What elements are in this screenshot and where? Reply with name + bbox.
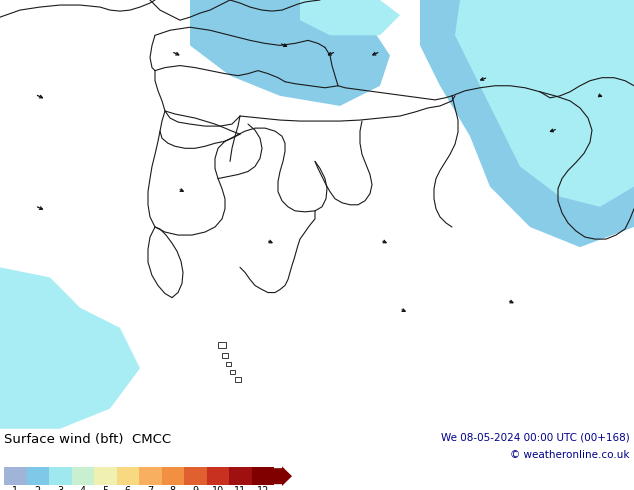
Text: 11: 11 — [234, 486, 247, 490]
Polygon shape — [300, 0, 400, 35]
Bar — [162, 467, 184, 485]
Text: 12: 12 — [257, 486, 269, 490]
Polygon shape — [420, 0, 634, 247]
Text: 7: 7 — [147, 486, 153, 490]
Bar — [72, 467, 94, 485]
Text: 5: 5 — [102, 486, 108, 490]
Bar — [229, 467, 252, 485]
Bar — [94, 467, 117, 485]
FancyArrow shape — [274, 466, 292, 486]
Text: We 08-05-2024 00:00 UTC (00+168): We 08-05-2024 00:00 UTC (00+168) — [441, 433, 630, 442]
Bar — [207, 467, 229, 485]
Bar — [252, 467, 274, 485]
Polygon shape — [455, 0, 634, 207]
Bar — [49, 467, 72, 485]
Text: 1: 1 — [12, 486, 18, 490]
Polygon shape — [190, 0, 390, 106]
Bar — [117, 467, 139, 485]
Text: 8: 8 — [170, 486, 176, 490]
Bar — [139, 467, 162, 485]
Bar — [184, 467, 207, 485]
Text: 3: 3 — [57, 486, 63, 490]
Text: 6: 6 — [125, 486, 131, 490]
Bar — [4, 467, 27, 485]
Text: 10: 10 — [212, 486, 224, 490]
Text: 9: 9 — [192, 486, 198, 490]
Text: Surface wind (bft)  CMCC: Surface wind (bft) CMCC — [4, 433, 171, 446]
Text: 4: 4 — [80, 486, 86, 490]
Text: © weatheronline.co.uk: © weatheronline.co.uk — [510, 450, 630, 461]
Polygon shape — [0, 268, 140, 429]
Text: 2: 2 — [35, 486, 41, 490]
Bar — [27, 467, 49, 485]
